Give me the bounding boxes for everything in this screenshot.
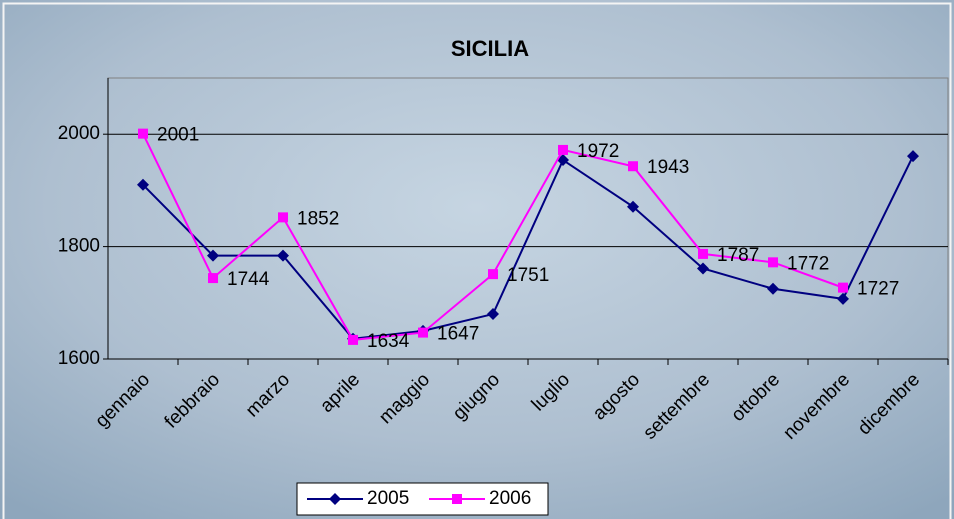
legend-marker <box>329 493 341 505</box>
marker <box>838 282 848 293</box>
marker <box>628 161 638 172</box>
data-label: 1751 <box>507 265 549 286</box>
marker <box>698 248 708 259</box>
marker <box>487 308 499 321</box>
legend-label: 2006 <box>489 488 531 509</box>
data-label: 1772 <box>787 253 829 274</box>
marker <box>418 327 428 338</box>
marker <box>627 200 639 213</box>
data-label: 1972 <box>577 141 619 162</box>
data-label: 1943 <box>647 157 689 178</box>
marker <box>208 273 218 284</box>
marker <box>558 144 568 155</box>
marker <box>348 334 358 345</box>
marker <box>768 257 778 268</box>
marker <box>137 178 149 191</box>
marker <box>207 249 219 262</box>
data-label: 1744 <box>227 269 270 290</box>
legend-marker <box>452 494 462 504</box>
marker <box>277 249 289 262</box>
data-label: 2001 <box>157 125 199 146</box>
data-label: 1634 <box>367 331 410 352</box>
marker <box>138 128 148 139</box>
marker <box>697 262 709 275</box>
data-label: 1727 <box>857 279 899 300</box>
y-tick-label: 1600 <box>58 348 100 369</box>
data-label: 1787 <box>717 245 759 266</box>
y-tick-label: 2000 <box>58 123 100 144</box>
marker <box>907 150 919 163</box>
y-tick-label: 1800 <box>58 236 100 257</box>
data-label: 1852 <box>297 208 339 229</box>
chart-title: SICILIA <box>451 36 529 61</box>
marker <box>837 292 849 305</box>
data-label: 1647 <box>437 324 479 345</box>
marker <box>278 212 288 223</box>
series-line <box>142 155 914 340</box>
legend-label: 2005 <box>367 488 409 509</box>
marker <box>488 269 498 280</box>
legend: 2005 2006 <box>296 482 549 516</box>
marker <box>767 282 779 295</box>
